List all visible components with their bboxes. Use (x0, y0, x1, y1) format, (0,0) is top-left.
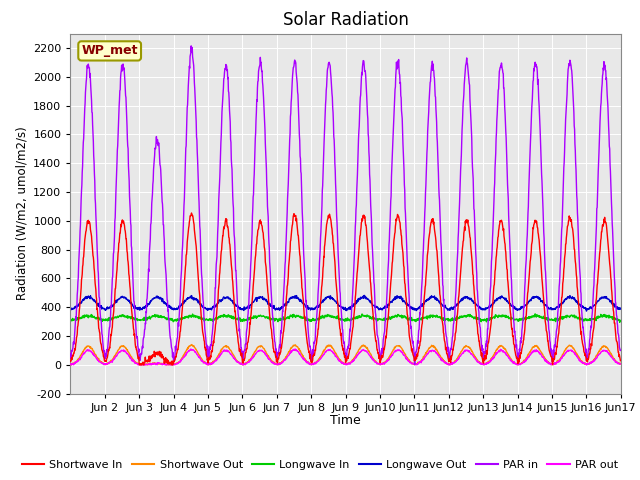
Legend: Shortwave In, Shortwave Out, Longwave In, Longwave Out, PAR in, PAR out: Shortwave In, Shortwave Out, Longwave In… (17, 456, 623, 474)
Title: Solar Radiation: Solar Radiation (283, 11, 408, 29)
X-axis label: Time: Time (330, 414, 361, 427)
Text: WP_met: WP_met (81, 44, 138, 58)
Y-axis label: Radiation (W/m2, umol/m2/s): Radiation (W/m2, umol/m2/s) (16, 127, 29, 300)
